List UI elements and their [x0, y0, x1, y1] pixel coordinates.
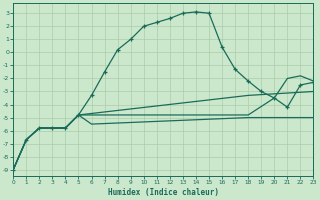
X-axis label: Humidex (Indice chaleur): Humidex (Indice chaleur)	[108, 188, 219, 197]
